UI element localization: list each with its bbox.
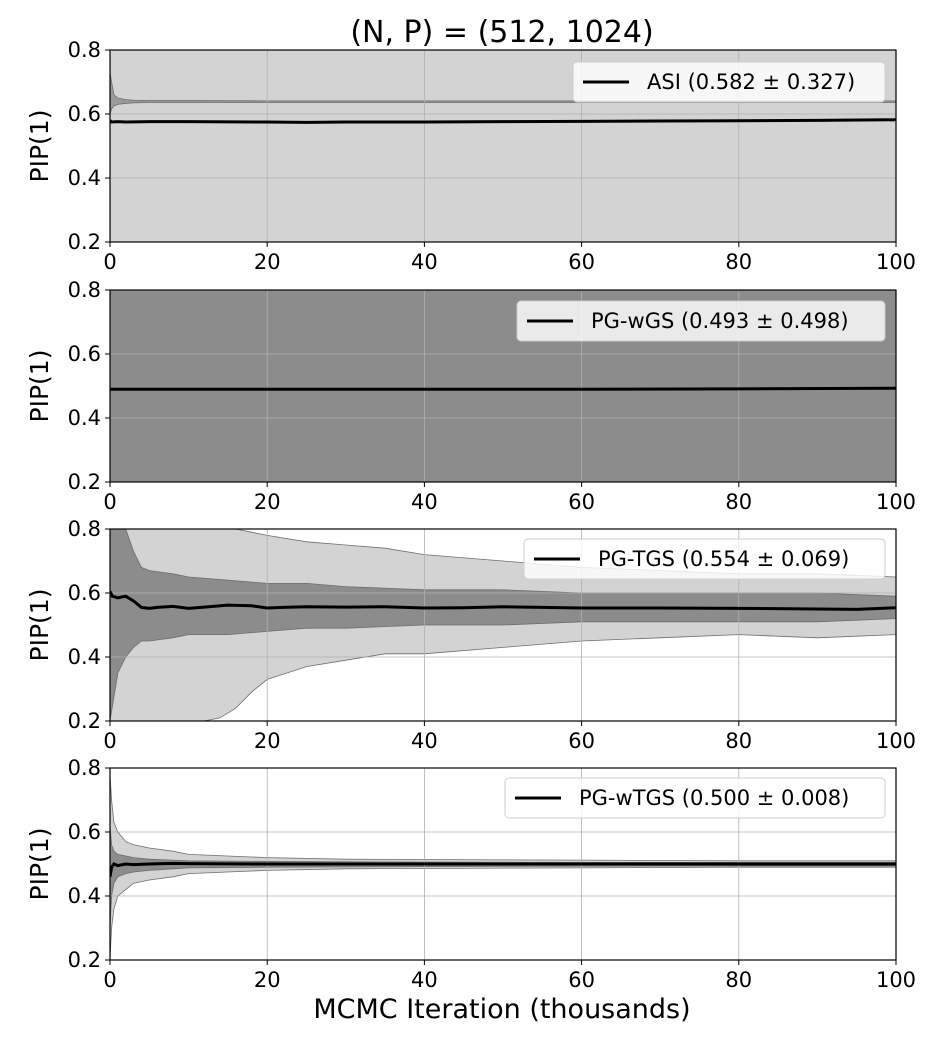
legend-label: ASI (0.582 ± 0.327)	[647, 70, 855, 94]
series-line	[110, 590, 896, 611]
legend-label: PG-wGS (0.493 ± 0.498)	[591, 309, 849, 333]
panels: 0 20 40 60 80 100 0.2 0.4 0.6 0.8 PIP(1) ASI (0.582…	[25, 38, 916, 992]
credible-band-2	[110, 825, 896, 929]
y-tick-label: 0.8	[68, 517, 101, 541]
x-tick-label: 40	[411, 490, 438, 514]
y-tick-label: 0.8	[68, 756, 101, 780]
axes-frame	[109, 528, 897, 722]
axes-frame	[109, 289, 897, 483]
legend-box	[516, 300, 886, 342]
axes-frame	[109, 49, 897, 243]
x-tick-label: 60	[568, 729, 595, 753]
legend: PG-wGS (0.493 ± 0.498)	[516, 300, 886, 342]
legend: PG-wTGS (0.500 ± 0.008)	[504, 777, 886, 819]
y-tick-label: 0.2	[68, 948, 101, 972]
x-tick-label: 100	[876, 250, 916, 274]
x-tick-label: 60	[568, 250, 595, 274]
credible-band-1	[110, 774, 896, 960]
y-axis-label: PIP(1)	[25, 350, 54, 423]
panel-4: 0 20 40 60 80 100 0.2 0.4 0.6 0.8 PIP(1) PG-wTGS (0…	[25, 756, 916, 992]
y-tick-label: 0.6	[68, 820, 101, 844]
y-tick-label: 0.2	[68, 230, 101, 254]
y-tick-label: 0.4	[68, 406, 101, 430]
x-axis-label: MCMC Iteration (thousands)	[313, 994, 690, 1025]
x-tick-label: 100	[876, 490, 916, 514]
y-tick-label: 0.8	[68, 38, 101, 62]
y-tick-label: 0.4	[68, 166, 101, 190]
figure-title: (N, P) = (512, 1024)	[350, 15, 653, 50]
y-axis-label: PIP(1)	[25, 589, 54, 662]
y-tick-label: 0.4	[68, 884, 101, 908]
legend-box	[504, 777, 886, 819]
y-tick-label: 0.2	[68, 709, 101, 733]
legend-label: PG-wTGS (0.500 ± 0.008)	[579, 786, 849, 810]
series-line	[110, 118, 896, 124]
x-tick-label: 80	[725, 490, 752, 514]
y-tick-label: 0.8	[68, 278, 101, 302]
series-line	[110, 386, 896, 391]
y-tick-label: 0.2	[68, 470, 101, 494]
y-axis-label: PIP(1)	[25, 110, 54, 183]
x-tick-label: 0	[103, 968, 116, 992]
x-tick-label: 40	[411, 250, 438, 274]
x-tick-label: 80	[725, 250, 752, 274]
credible-band-2	[110, 529, 896, 721]
x-tick-label: 100	[876, 729, 916, 753]
x-tick-label: 60	[568, 968, 595, 992]
x-tick-label: 20	[254, 250, 281, 274]
x-tick-label: 0	[103, 729, 116, 753]
credible-band-2	[110, 72, 896, 115]
series-line	[110, 861, 896, 878]
axes-frame	[109, 767, 897, 961]
x-tick-label: 80	[725, 729, 752, 753]
y-tick-label: 0.6	[68, 581, 101, 605]
x-tick-label: 80	[725, 968, 752, 992]
legend: ASI (0.582 ± 0.327)	[572, 61, 886, 103]
y-axis-label: PIP(1)	[25, 828, 54, 901]
x-tick-label: 100	[876, 968, 916, 992]
legend-label: PG-TGS (0.554 ± 0.069)	[598, 547, 849, 571]
y-tick-label: 0.4	[68, 645, 101, 669]
x-tick-label: 40	[411, 968, 438, 992]
legend-box	[572, 61, 886, 103]
y-tick-label: 0.6	[68, 102, 101, 126]
x-tick-label: 60	[568, 490, 595, 514]
x-tick-label: 20	[254, 490, 281, 514]
x-tick-label: 0	[103, 490, 116, 514]
x-tick-label: 40	[411, 729, 438, 753]
legend-box	[523, 538, 886, 580]
y-tick-label: 0.6	[68, 342, 101, 366]
panel-3: 0 20 40 60 80 100 0.2 0.4 0.6 0.8 PIP(1) PG-TGS (0.…	[25, 517, 916, 753]
x-tick-label: 0	[103, 250, 116, 274]
panel-2: 0 20 40 60 80 100 0.2 0.4 0.6 0.8 PIP(1) PG-wGS (0.…	[25, 278, 916, 514]
panel-1: 0 20 40 60 80 100 0.2 0.4 0.6 0.8 PIP(1) ASI (0.582…	[25, 38, 916, 274]
legend: PG-TGS (0.554 ± 0.069)	[523, 538, 886, 580]
x-tick-label: 20	[254, 729, 281, 753]
x-tick-label: 20	[254, 968, 281, 992]
